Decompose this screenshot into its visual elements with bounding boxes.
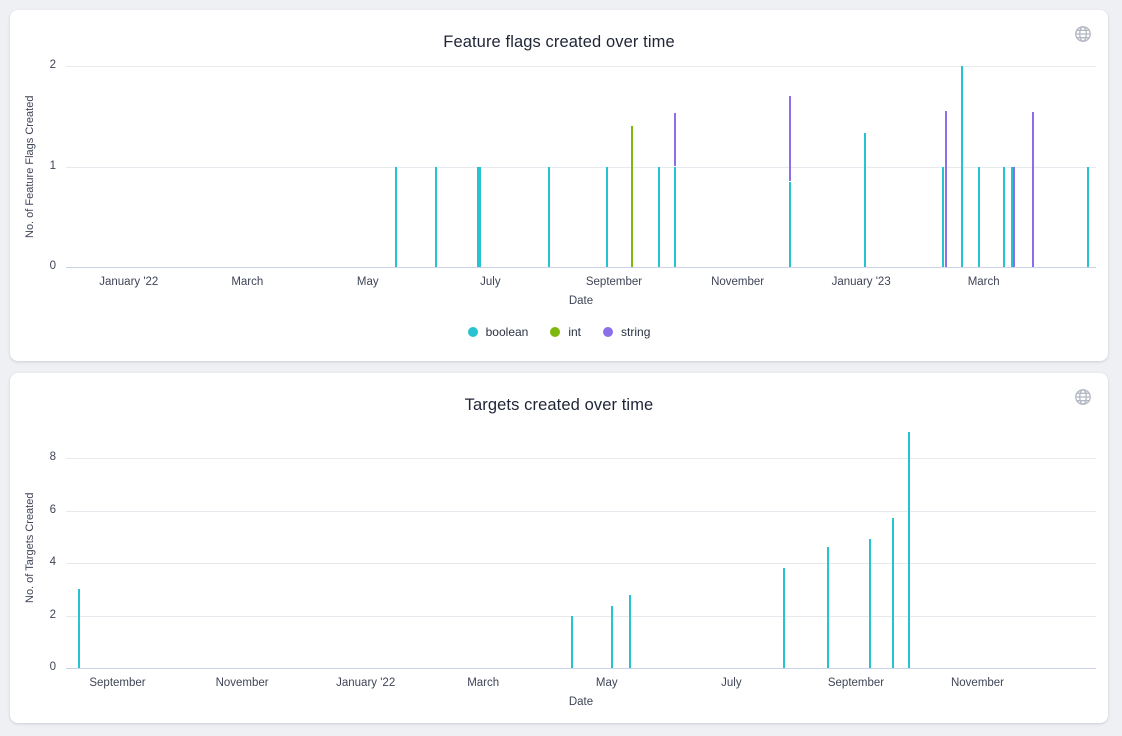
globe-icon[interactable]	[1074, 388, 1092, 406]
bar-boolean[interactable]	[864, 133, 866, 267]
y-tick-label: 0	[49, 661, 56, 673]
chart-title: Targets created over time	[464, 396, 654, 414]
y-axis-title: No. of Targets Created	[24, 492, 36, 604]
legend-dot-icon	[550, 327, 561, 337]
globe-icon[interactable]	[1074, 25, 1092, 43]
legend-label: boolean	[485, 325, 529, 339]
bar-targets[interactable]	[783, 568, 785, 668]
bar-targets[interactable]	[869, 539, 871, 668]
y-tick-label: 2	[49, 608, 56, 621]
x-tick-label: March	[967, 276, 1000, 288]
y-tick-label: 0	[49, 260, 56, 272]
legend-item-string[interactable]: string	[603, 325, 650, 339]
bar-boolean[interactable]	[605, 166, 608, 267]
bar-string[interactable]	[674, 113, 676, 167]
gridline	[66, 66, 1096, 67]
bar-boolean[interactable]	[435, 166, 437, 267]
x-tick-label: September	[89, 677, 146, 689]
bar-string[interactable]	[945, 111, 948, 267]
feature-flags-chart-card: Feature flags created over time No. of F…	[10, 10, 1108, 361]
bar-boolean[interactable]	[789, 181, 791, 267]
x-tick-label: January '22	[336, 677, 396, 689]
bar-boolean[interactable]	[658, 166, 660, 267]
x-tick-label: November	[950, 677, 1005, 689]
bar-string[interactable]	[1013, 166, 1016, 267]
x-tick-label: March	[467, 677, 500, 689]
x-tick-label: July	[721, 677, 742, 689]
x-tick-label: November	[711, 276, 765, 288]
bar-targets[interactable]	[611, 606, 613, 668]
x-tick-label: September	[827, 677, 885, 689]
bar-boolean[interactable]	[978, 166, 980, 267]
gridline	[66, 457, 1096, 459]
legend-dot-icon	[603, 327, 614, 337]
x-axis-line	[66, 668, 1096, 669]
x-axis-title: Date	[568, 696, 594, 708]
plot-area	[66, 428, 1096, 668]
bar-boolean[interactable]	[476, 166, 481, 267]
bar-string[interactable]	[789, 96, 791, 182]
x-axis-title: Date	[568, 295, 594, 307]
x-tick-label: May	[356, 276, 379, 288]
x-tick-label: November	[215, 677, 269, 689]
x-tick-label: July	[480, 276, 501, 288]
bar-boolean[interactable]	[1087, 166, 1089, 267]
x-axis-line	[66, 267, 1096, 268]
legend-label: string	[621, 325, 651, 339]
y-tick-label: 6	[49, 503, 56, 516]
bar-boolean[interactable]	[674, 166, 676, 267]
bar-targets[interactable]	[571, 615, 573, 668]
bar-targets[interactable]	[78, 589, 81, 668]
bar-boolean[interactable]	[961, 66, 963, 267]
x-tick-label: March	[231, 276, 264, 288]
bar-targets[interactable]	[908, 431, 910, 668]
x-tick-label: May	[595, 677, 618, 689]
bar-boolean[interactable]	[1010, 166, 1013, 267]
y-tick-label: 1	[49, 159, 56, 172]
legend-dot-icon	[467, 327, 478, 337]
bar-boolean[interactable]	[942, 166, 944, 267]
targets-chart-card: Targets created over time No. of Targets…	[10, 373, 1108, 723]
y-tick-label: 8	[49, 450, 56, 463]
bar-string[interactable]	[1031, 112, 1034, 267]
legend-item-boolean[interactable]: boolean	[467, 325, 529, 339]
y-tick-label: 4	[49, 556, 56, 568]
legend-item-int[interactable]: int	[550, 325, 581, 339]
gridline	[66, 166, 1096, 168]
x-tick-label: January '22	[99, 276, 159, 288]
bar-boolean[interactable]	[1003, 166, 1005, 267]
bar-int[interactable]	[631, 126, 633, 267]
bar-boolean[interactable]	[395, 166, 397, 267]
bar-targets[interactable]	[629, 594, 631, 668]
legend: boolean int string	[10, 325, 1108, 339]
bar-targets[interactable]	[827, 547, 829, 668]
chart-title: Feature flags created over time	[443, 33, 675, 51]
gridline	[66, 510, 1096, 512]
x-tick-label: January '23	[831, 276, 891, 288]
bar-boolean[interactable]	[548, 166, 550, 267]
x-tick-label: September	[585, 276, 643, 288]
bar-targets[interactable]	[892, 518, 894, 668]
gridline	[66, 615, 1096, 617]
gridline	[66, 563, 1096, 564]
legend-label: int	[568, 325, 582, 339]
y-tick-label: 2	[49, 59, 56, 71]
